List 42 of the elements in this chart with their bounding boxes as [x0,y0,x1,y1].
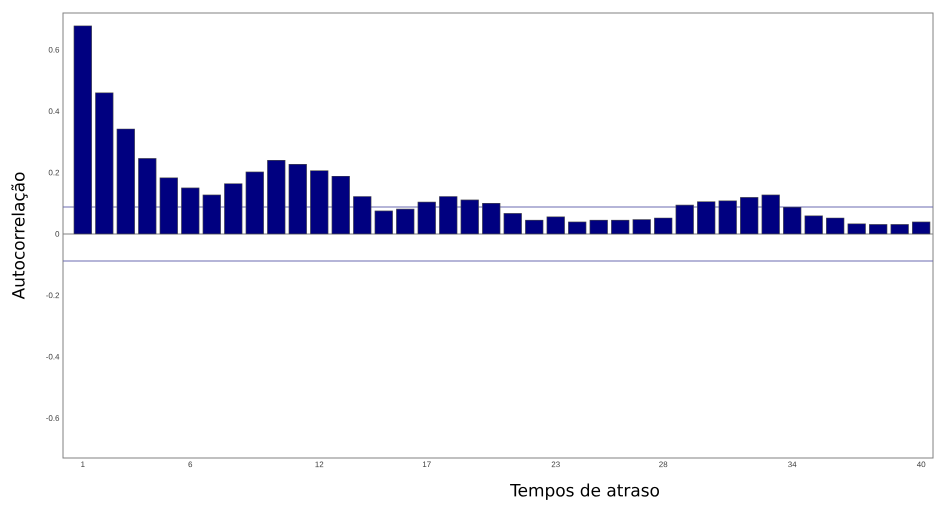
bar [310,170,328,234]
bar [568,222,586,234]
bar [783,206,802,234]
bar [74,26,92,234]
bar [116,128,135,234]
bar [590,220,608,234]
bar [138,158,156,234]
bar [246,172,264,234]
bar [912,222,930,234]
bar [439,196,458,234]
bar [504,213,522,234]
bar [869,224,888,234]
bar [374,210,393,234]
bar [181,188,200,234]
bar [718,200,737,234]
bar [804,216,823,234]
bar [160,177,178,234]
bar [224,183,242,234]
bar [460,200,479,234]
bar [546,216,565,234]
bar [654,218,672,234]
bar [332,176,350,234]
bar [697,201,716,234]
bar [267,160,286,234]
y-axis-title: Autocorrelação [11,172,28,300]
bar [826,218,844,234]
x-axis-title: Tempos de atraso [510,484,659,500]
bar [95,92,114,234]
bar [288,164,307,234]
bar [848,224,866,234]
bar [890,224,909,234]
bar [740,197,758,234]
bar [482,202,500,234]
bar [762,194,780,234]
bar [202,194,221,234]
bar [611,220,630,234]
bar [525,220,544,234]
bar [676,204,694,234]
bar [353,196,372,234]
bar [396,208,414,234]
bar [632,219,651,234]
bar [418,202,436,234]
